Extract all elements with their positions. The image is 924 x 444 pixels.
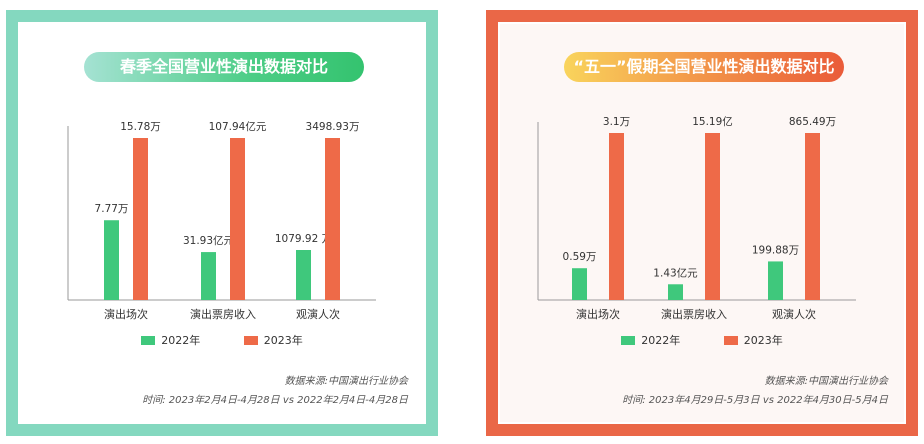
category-label-2: 观演人次	[772, 307, 816, 321]
right-legend: 2022年 2023年	[486, 332, 918, 348]
legend-label-2022: 2022年	[161, 334, 201, 347]
bar-2022-1	[668, 284, 683, 300]
data-label-2023-0: 3.1万	[603, 116, 630, 128]
legend-swatch-2023	[723, 335, 738, 345]
category-label-1: 演出票房收入	[190, 307, 256, 321]
bar-2023-2	[325, 138, 340, 300]
category-label-1: 演出票房收入	[661, 307, 727, 321]
left-legend: 2022年 2023年	[6, 332, 438, 348]
left-period: 时间: 2023年2月4日-4月28日 vs 2022年2月4日-4月28日	[142, 395, 408, 406]
data-label-2023-1: 107.94亿元	[209, 120, 267, 133]
data-label-2023-1: 15.19亿	[692, 115, 733, 128]
data-label-2022-1: 1.43亿元	[653, 266, 698, 279]
data-label-2022-0: 0.59万	[563, 251, 597, 263]
category-label-0: 演出场次	[104, 307, 148, 321]
left-legend-2022: 2022年	[141, 332, 200, 348]
data-label-2022-1: 31.93亿元	[183, 234, 235, 247]
bar-2023-1	[705, 133, 720, 300]
left-panel: 春季全国营业性演出数据对比 7.77万 15.78万演出场次 31.93亿元 107.…	[6, 10, 438, 436]
legend-swatch-2022	[621, 335, 636, 345]
right-legend-2023: 2023年	[723, 332, 783, 348]
bar-2022-0	[572, 268, 587, 300]
left-panel-card	[18, 22, 426, 424]
legend-swatch-2022	[141, 335, 156, 345]
data-label-2023-0: 15.78万	[120, 121, 161, 133]
category-label-2: 观演人次	[296, 307, 340, 321]
bar-2022-1	[201, 252, 216, 300]
data-label-2023-2: 865.49万	[789, 116, 836, 128]
bar-2022-2	[296, 249, 311, 300]
left-legend-2023: 2023年	[243, 332, 303, 348]
legend-label-2023: 2023年	[263, 334, 303, 347]
bar-2022-0	[104, 220, 119, 300]
category-label-0: 演出场次	[576, 307, 620, 321]
data-label-2023-2: 3498.93万	[306, 121, 360, 133]
bar-2023-0	[133, 138, 148, 300]
right-legend-2022: 2022年	[621, 332, 680, 348]
bar-2023-0	[609, 133, 624, 300]
left-source: 数据来源:中国演出行业协会	[284, 376, 408, 387]
bar-2022-2	[768, 261, 783, 300]
right-chart-title: “五一”假期全国营业性演出数据对比	[564, 52, 844, 82]
data-label-2022-2: 1079.92 万	[275, 233, 332, 245]
right-panel-card	[498, 22, 906, 424]
right-source: 数据来源:中国演出行业协会	[764, 376, 888, 387]
data-label-2022-0: 7.77万	[95, 203, 129, 215]
legend-label-2023: 2023年	[743, 334, 783, 347]
bar-2023-2	[805, 133, 820, 300]
data-label-2022-2: 199.88万	[752, 244, 799, 256]
right-panel: “五一”假期全国营业性演出数据对比 0.59万 3.1万演出场次 1.43亿元 15.…	[486, 10, 918, 436]
right-period: 时间: 2023年4月29日-5月3日 vs 2022年4月30日-5月4日	[622, 395, 888, 406]
legend-label-2022: 2022年	[641, 334, 681, 347]
bar-2023-1	[230, 138, 245, 300]
legend-swatch-2023	[243, 335, 258, 345]
left-chart-title: 春季全国营业性演出数据对比	[84, 52, 364, 82]
